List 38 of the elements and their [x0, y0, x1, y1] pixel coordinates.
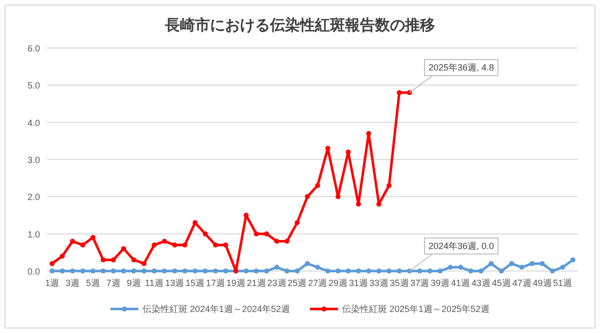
- x-tick-label: 47週: [512, 278, 532, 288]
- chart-title: 長崎市における伝染性紅斑報告数の推移: [164, 16, 435, 34]
- y-tick-label: 4.0: [27, 118, 40, 128]
- y-tick-label: 6.0: [27, 44, 40, 54]
- x-tick-label: 1週: [45, 278, 60, 288]
- legend-label: 伝染性紅斑 2024年1週～2024年52週: [142, 304, 290, 314]
- data-label: 2025年36週, 4.8: [428, 62, 494, 73]
- x-tick-label: 49週: [532, 278, 552, 288]
- x-tick-label: 17週: [206, 278, 225, 288]
- x-tick-label: 51週: [553, 278, 572, 288]
- y-tick-label: 0.0: [27, 266, 40, 276]
- x-tick-label: 41週: [451, 278, 470, 288]
- x-tick-label: 11週: [145, 278, 164, 288]
- legend-label: 伝染性紅斑 2025年1週～2025年52週: [342, 304, 490, 314]
- x-tick-label: 13週: [165, 278, 184, 288]
- x-tick-label: 3週: [66, 278, 80, 288]
- x-tick-label: 23週: [267, 278, 286, 288]
- x-tick-label: 45週: [492, 278, 511, 288]
- x-tick-label: 37週: [410, 278, 430, 288]
- y-tick-label: 1.0: [27, 229, 40, 240]
- x-tick-label: 7週: [106, 278, 120, 288]
- x-tick-label: 33週: [369, 278, 388, 288]
- x-tick-label: 5週: [86, 278, 100, 288]
- y-tick-label: 5.0: [27, 80, 40, 91]
- x-tick-label: 43週: [471, 278, 490, 288]
- y-tick-label: 2.0: [27, 192, 40, 202]
- data-label: 2024年36週, 0.0: [428, 241, 494, 251]
- x-tick-label: 21週: [246, 278, 266, 288]
- x-tick-label: 25週: [288, 278, 307, 288]
- x-tick-label: 27週: [308, 278, 328, 288]
- x-tick-label: 29週: [328, 278, 348, 288]
- x-tick-label: 31週: [348, 278, 368, 288]
- x-tick-label: 19週: [226, 278, 246, 288]
- y-tick-label: 3.0: [27, 155, 40, 165]
- x-tick-label: 35週: [390, 278, 409, 288]
- x-tick-label: 9週: [126, 278, 141, 288]
- x-tick-label: 39週: [430, 278, 450, 288]
- x-tick-label: 15週: [186, 278, 205, 288]
